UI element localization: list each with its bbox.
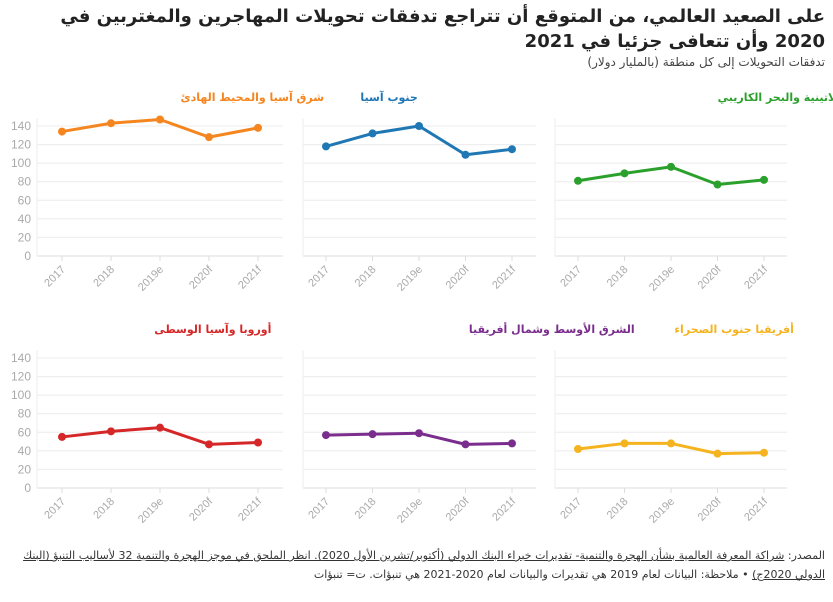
x-tick-label: 2021f <box>742 495 771 524</box>
data-point <box>461 440 470 449</box>
data-point <box>667 162 675 171</box>
data-point <box>415 122 423 130</box>
y-tick-label: 140 <box>11 351 31 365</box>
y-tick-label: 20 <box>18 230 32 244</box>
x-tick-label: 2019e <box>136 496 166 526</box>
x-tick-label: 2021f <box>490 495 519 524</box>
data-point <box>58 432 66 441</box>
y-tick-label: 120 <box>11 138 31 152</box>
x-tick-label: 2021f <box>236 263 265 292</box>
x-tick-label: 2019e <box>395 496 425 526</box>
data-point <box>760 448 768 457</box>
x-tick-label: 2019e <box>395 264 425 294</box>
y-tick-label: 80 <box>18 407 32 421</box>
data-point <box>620 169 629 178</box>
x-tick-label: 2021f <box>490 263 519 292</box>
y-tick-label: 140 <box>11 119 31 133</box>
y-tick-label: 60 <box>18 193 32 207</box>
x-tick-label: 2017 <box>558 264 584 290</box>
data-point <box>322 431 330 440</box>
data-point <box>508 439 516 448</box>
y-tick-label: 0 <box>24 249 31 263</box>
data-point <box>205 440 213 449</box>
x-tick-label: 2018 <box>91 496 117 522</box>
x-tick-label: 2019e <box>136 264 166 294</box>
x-tick-label: 2021f <box>236 495 265 524</box>
data-point <box>107 119 115 128</box>
panel-title: الشرق الأوسط وشمال أفريقيا <box>469 322 635 336</box>
y-tick-label: 60 <box>18 425 32 439</box>
x-tick-label: 2018 <box>605 496 631 522</box>
x-tick-label: 2020f <box>187 263 216 292</box>
data-point <box>58 127 66 136</box>
data-point <box>205 133 213 142</box>
x-tick-label: 2020f <box>444 495 473 524</box>
data-point <box>156 115 164 124</box>
x-tick-label: 2018 <box>353 264 379 290</box>
x-tick-label: 2017 <box>42 496 68 522</box>
panel-title: جنوب آسيا <box>360 90 417 104</box>
data-point <box>156 423 164 432</box>
x-tick-label: 2019e <box>647 496 677 526</box>
x-tick-label: 2017 <box>306 264 332 290</box>
x-tick-label: 2018 <box>91 264 117 290</box>
series-line <box>325 124 513 157</box>
data-point <box>415 429 423 438</box>
data-point <box>574 176 582 185</box>
y-tick-label: 100 <box>11 156 31 170</box>
x-tick-label: 2017 <box>306 496 332 522</box>
data-point <box>254 123 262 132</box>
footer-source: المصدر: شراكة المعرفة العالمية بشأن الهج… <box>8 546 825 584</box>
y-tick-label: 40 <box>18 212 32 226</box>
data-point <box>107 427 115 436</box>
data-point <box>620 439 629 448</box>
x-tick-label: 2020f <box>187 495 216 524</box>
y-tick-label: 100 <box>11 388 31 402</box>
x-tick-label: 2018 <box>353 496 379 522</box>
note-text: • ملاحظة: البيانات لعام 2019 هي تقديرات … <box>313 568 753 581</box>
data-point <box>508 145 516 154</box>
panel-title: شرق آسيا والمحيط الهادئ <box>181 90 325 104</box>
data-point <box>667 439 675 448</box>
x-tick-label: 2018 <box>605 264 631 290</box>
source-label: المصدر: <box>784 549 825 562</box>
y-tick-label: 120 <box>11 370 31 384</box>
chart-title: على الصعيد العالمي، من المتوقع أن تتراجع… <box>60 6 825 52</box>
y-tick-label: 80 <box>18 175 32 189</box>
y-tick-label: 20 <box>18 462 32 476</box>
chart-subtitle: تدفقات التحويلات إلى كل منطقة (بالمليار … <box>587 55 825 69</box>
x-tick-label: 2017 <box>558 496 584 522</box>
panel-title: أمريكا اللاتينية والبحر الكاريبي <box>718 90 833 104</box>
data-point <box>322 142 330 151</box>
y-tick-label: 0 <box>24 481 31 495</box>
data-point <box>713 449 722 458</box>
x-tick-label: 2017 <box>42 264 68 290</box>
panel-title: أفريقيا جنوب الصحراء <box>674 322 793 336</box>
panel-title: أوروبا وآسيا الوسطى <box>154 322 271 336</box>
x-tick-label: 2019e <box>647 264 677 294</box>
data-point <box>254 438 262 447</box>
y-tick-label: 40 <box>18 444 32 458</box>
data-point <box>461 150 470 159</box>
x-tick-label: 2020f <box>696 263 725 292</box>
data-point <box>574 445 582 453</box>
data-point <box>368 129 377 138</box>
data-point <box>713 180 722 189</box>
x-tick-label: 2020f <box>444 263 473 292</box>
data-point <box>760 175 768 184</box>
data-point <box>368 430 377 439</box>
x-tick-label: 2021f <box>742 263 771 292</box>
x-tick-label: 2020f <box>696 495 725 524</box>
source-link[interactable]: شراكة المعرفة العالمية بشأن الهجرة والتن… <box>23 549 825 581</box>
